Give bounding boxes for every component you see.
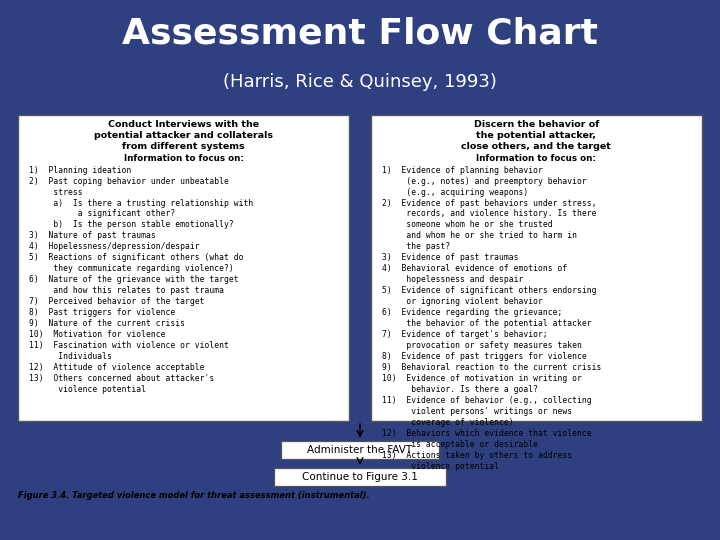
Text: Discern the behavior of
the potential attacker,
close others, and the target: Discern the behavior of the potential at… xyxy=(462,120,611,151)
Text: (Harris, Rice & Quinsey, 1993): (Harris, Rice & Quinsey, 1993) xyxy=(223,73,497,91)
FancyBboxPatch shape xyxy=(371,116,702,421)
Text: Administer the FAVT: Administer the FAVT xyxy=(307,446,413,455)
FancyBboxPatch shape xyxy=(18,116,349,421)
Text: Information to focus on:: Information to focus on: xyxy=(477,153,596,163)
Text: Figure 3.4. Targeted violence model for threat assessment (instrumental).: Figure 3.4. Targeted violence model for … xyxy=(18,491,369,501)
Text: 1)  Evidence of planning behavior
     (e.g., notes) and preemptory behavior
   : 1) Evidence of planning behavior (e.g., … xyxy=(382,166,601,470)
Text: Information to focus on:: Information to focus on: xyxy=(124,153,243,163)
FancyBboxPatch shape xyxy=(281,441,439,460)
Text: Assessment Flow Chart: Assessment Flow Chart xyxy=(122,17,598,51)
Text: Continue to Figure 3.1: Continue to Figure 3.1 xyxy=(302,472,418,482)
Text: Conduct Interviews with the
potential attacker and collaterals
from different sy: Conduct Interviews with the potential at… xyxy=(94,120,273,151)
FancyBboxPatch shape xyxy=(274,468,446,487)
Text: 1)  Planning ideation
2)  Past coping behavior under unbeatable
     stress
    : 1) Planning ideation 2) Past coping beha… xyxy=(29,166,253,394)
